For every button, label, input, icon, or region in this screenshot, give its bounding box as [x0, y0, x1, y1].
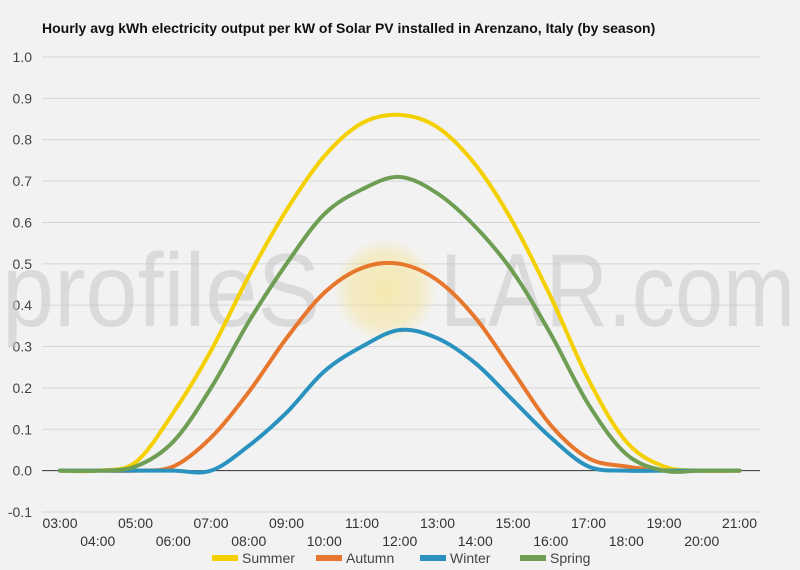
chart-title: Hourly avg kWh electricity output per kW…	[42, 20, 655, 36]
watermark-text-right: LAR.com	[440, 233, 795, 349]
legend-label-autumn: Autumn	[346, 550, 394, 566]
y-tick-label: 0.3	[13, 339, 33, 355]
x-tick-label: 04:00	[80, 533, 115, 549]
y-tick-label: 0.6	[13, 214, 33, 230]
series-line-spring	[58, 174, 742, 474]
x-tick-label: 12:00	[382, 533, 417, 549]
y-tick-label: 0.8	[13, 132, 33, 148]
x-tick-label: 07:00	[193, 515, 228, 531]
x-tick-label: 08:00	[231, 533, 266, 549]
y-tick-label: 0.7	[13, 173, 33, 189]
legend-swatch-autumn	[316, 555, 342, 561]
y-axis-ticks: 1.0 0.9 0.8 0.7 0.6 0.5 0.4 0.3 0.2 0.1 0.0 -0.1	[8, 49, 32, 520]
series-line-summer	[58, 112, 742, 474]
legend-swatch-spring	[520, 555, 546, 561]
legend-label-summer: Summer	[242, 550, 295, 566]
series-line-winter	[58, 327, 742, 475]
x-tick-label: 09:00	[269, 515, 304, 531]
y-tick-label: 0.5	[13, 256, 33, 272]
series-lines	[58, 112, 742, 475]
y-tick-label: 1.0	[13, 49, 33, 65]
x-tick-label: 16:00	[533, 533, 568, 549]
watermark-text-left: profileS	[2, 233, 320, 349]
x-tick-label: 14:00	[458, 533, 493, 549]
x-tick-label: 10:00	[307, 533, 342, 549]
legend-swatch-summer	[212, 555, 238, 561]
watermark-sun-icon	[333, 238, 437, 342]
legend-swatch-winter	[420, 555, 446, 561]
y-tick-label: 0.4	[13, 297, 33, 313]
x-tick-label: 11:00	[345, 515, 379, 531]
x-tick-label: 17:00	[571, 515, 606, 531]
legend-label-spring: Spring	[550, 550, 590, 566]
legend-label-winter: Winter	[450, 550, 491, 566]
y-tick-label: 0.2	[13, 380, 33, 396]
y-tick-label: -0.1	[8, 504, 32, 520]
y-tick-label: 0.0	[13, 463, 33, 479]
x-axis-ticks: 03:0004:0005:0006:0007:0008:0009:0010:00…	[42, 515, 757, 549]
x-tick-label: 05:00	[118, 515, 153, 531]
y-tick-label: 0.9	[13, 90, 33, 106]
x-tick-label: 06:00	[156, 533, 191, 549]
x-tick-label: 13:00	[420, 515, 455, 531]
x-tick-label: 03:00	[42, 515, 77, 531]
x-tick-label: 20:00	[684, 533, 719, 549]
x-tick-label: 19:00	[646, 515, 681, 531]
x-tick-label: 18:00	[609, 533, 644, 549]
legend: Summer Autumn Winter Spring	[212, 550, 590, 566]
y-tick-label: 0.1	[13, 421, 33, 437]
x-tick-label: 21:00	[722, 515, 757, 531]
series-line-autumn	[58, 260, 742, 473]
watermark: profileS LAR.com	[2, 233, 795, 349]
x-tick-label: 15:00	[495, 515, 530, 531]
